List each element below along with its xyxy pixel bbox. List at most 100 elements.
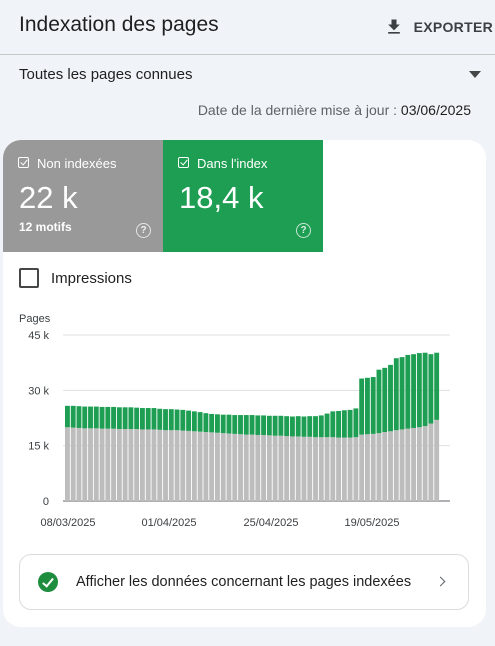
filter-selected-value: Toutes les pages connues [19,66,193,83]
bar-indexed [140,408,145,430]
bar-indexed [307,416,313,437]
bar-non-indexed [76,427,82,501]
bar-non-indexed [93,428,99,501]
bar-non-indexed [353,437,359,501]
bar-indexed [399,357,405,430]
bar-non-indexed [186,430,192,501]
check-circle-icon [38,572,58,592]
bar-non-indexed [393,430,399,501]
indexed-metric[interactable]: Dans l'index 18,4 k ? [163,140,323,252]
page-header: Indexation des pages EXPORTER [0,0,495,55]
bar-indexed [382,367,388,433]
dropdown-arrow-icon [469,71,481,78]
bar-indexed [145,408,151,430]
bar-indexed [313,416,318,438]
page-title: Indexation des pages [19,13,219,36]
impressions-toggle[interactable]: Impressions [19,267,132,289]
bar-non-indexed [249,434,255,501]
bar-indexed [422,352,428,427]
bar-non-indexed [266,435,272,501]
export-label: EXPORTER [413,19,493,35]
checkbox-checked-icon[interactable] [18,157,29,168]
bar-indexed [111,406,117,429]
bar-indexed [266,415,272,436]
x-tick-label: 19/05/2025 [344,517,399,529]
bar-non-indexed [347,437,353,501]
bar-indexed [134,407,140,430]
bar-non-indexed [134,429,140,501]
bar-indexed [174,409,180,431]
non-indexed-label: Non indexées [37,156,117,171]
bar-non-indexed [370,433,376,501]
last-update-date: 03/06/2025 [400,102,471,118]
bar-non-indexed [174,430,180,501]
bar-indexed [365,377,370,435]
y-tick-label: 15 k [28,441,49,453]
bar-indexed [99,406,105,429]
bar-indexed [301,416,307,437]
bar-non-indexed [324,437,330,501]
bar-non-indexed [168,430,174,501]
y-tick-label: 0 [43,496,49,508]
bar-non-indexed [65,427,70,501]
bar-non-indexed [82,428,88,501]
bar-non-indexed [197,431,203,501]
bar-non-indexed [116,429,122,501]
help-icon[interactable]: ? [296,223,311,238]
bar-non-indexed [341,437,347,501]
last-update-info: Date de la dernière mise à jour : 03/06/… [198,102,471,118]
indexing-chart: Pages 0 15 k 30 k 45 k 08/03/2025 01/04/2025 25… [19,313,450,529]
bar-non-indexed [226,433,232,501]
impressions-label: Impressions [51,269,132,287]
bar-indexed [330,411,336,438]
bar-non-indexed [111,428,117,501]
bar-non-indexed [405,428,411,501]
bar-non-indexed [70,427,76,501]
non-indexed-metric[interactable]: Non indexées 22 k 12 motifs ? [3,140,163,252]
bar-indexed [220,414,226,434]
bar-indexed [393,358,399,431]
bar-non-indexed [336,437,342,501]
bar-indexed [76,406,82,428]
bar-indexed [411,354,417,428]
bar-non-indexed [203,432,209,501]
bar-indexed [116,407,122,430]
bar-indexed [341,410,347,438]
bar-non-indexed [220,433,226,501]
bar-non-indexed [416,427,422,501]
view-indexed-pages-button[interactable]: Afficher les données concernant les page… [19,554,469,610]
bar-non-indexed [105,428,111,501]
bar-non-indexed [376,433,382,501]
x-tick-label: 08/03/2025 [40,517,95,529]
bar-indexed [278,415,284,436]
non-indexed-reasons: 12 motifs [19,220,72,234]
bar-indexed [290,416,295,437]
bar-non-indexed [365,434,370,501]
bar-indexed [82,406,88,429]
bar-non-indexed [157,429,163,501]
pages-filter-dropdown[interactable]: Toutes les pages connues [0,56,495,92]
bar-indexed [122,407,128,430]
bar-indexed [347,409,353,438]
bar-non-indexed [399,429,405,501]
bar-non-indexed [318,437,324,501]
bar-non-indexed [122,429,128,501]
bar-non-indexed [307,436,313,501]
bar-indexed [416,353,422,428]
bar-indexed [295,416,301,437]
bar-indexed [255,415,261,435]
bar-indexed [324,413,330,438]
export-button[interactable]: EXPORTER [384,14,493,40]
bar-indexed [272,415,278,436]
bar-indexed [405,354,411,429]
checkbox-checked-icon[interactable] [178,157,189,168]
bar-indexed [191,411,197,432]
y-tick-label: 30 k [28,385,49,397]
bar-non-indexed [330,437,336,501]
bar-indexed [215,414,220,433]
bar-non-indexed [163,430,168,501]
help-icon[interactable]: ? [136,223,151,238]
bar-non-indexed [191,431,197,501]
bar-non-indexed [88,428,93,501]
impressions-checkbox[interactable] [19,268,39,288]
